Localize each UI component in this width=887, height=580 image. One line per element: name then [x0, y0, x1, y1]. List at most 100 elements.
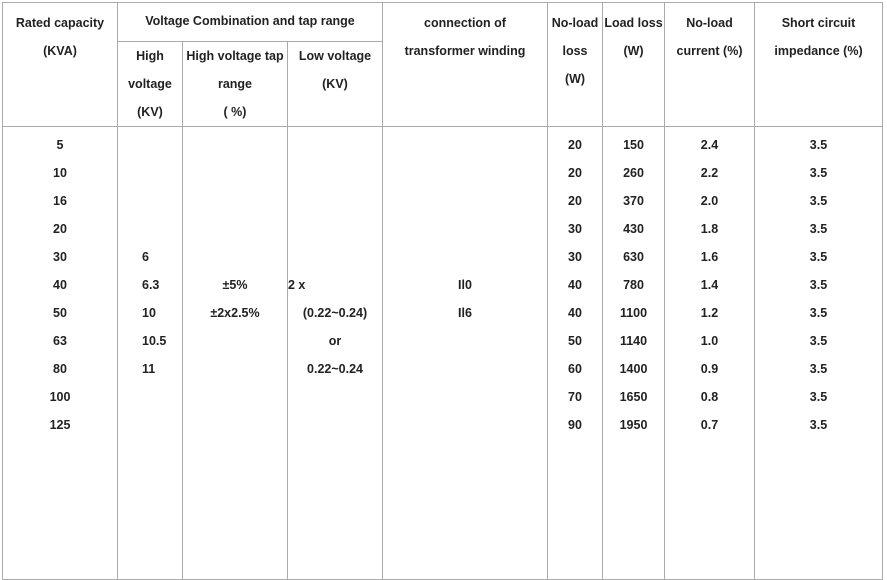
- cell-line: 2.2: [700, 166, 719, 180]
- cell-line: 3.5: [809, 278, 828, 292]
- cell-line: Low voltage: [298, 49, 372, 63]
- cell-line: 1.6: [700, 250, 719, 264]
- cell-line: 3.5: [809, 362, 828, 376]
- cell-line: 10: [142, 306, 156, 320]
- cell-line: 60: [568, 362, 582, 376]
- cell-line: 430: [623, 222, 644, 236]
- cell-line: Il6: [458, 306, 472, 320]
- cell-line: 6.3: [142, 278, 160, 292]
- cell-line: 100: [49, 390, 71, 404]
- cell-line: 3.5: [809, 222, 828, 236]
- cell-line: High voltage tap: [186, 49, 284, 63]
- cell-line: 5: [56, 138, 64, 152]
- cell-line: 1.0: [700, 334, 719, 348]
- cell-line: 1140: [619, 334, 648, 348]
- cell-line: 1400: [619, 362, 648, 376]
- cell-line: 50: [53, 306, 67, 320]
- cell-line: 10: [53, 166, 67, 180]
- cell-line: 16: [53, 194, 67, 208]
- cell-line: 630: [623, 250, 644, 264]
- cell-line: 3.5: [809, 306, 828, 320]
- body-cell: ±5% ±2x2.5%: [182, 126, 288, 580]
- cell-line: 20: [568, 194, 582, 208]
- cell-line: ±5%: [222, 278, 248, 292]
- header-cell: High voltage (KV): [117, 41, 183, 127]
- cell-line: (W): [564, 72, 586, 86]
- cell-line: 20: [568, 138, 582, 152]
- body-cell: 20 20 20 30 30 40 40 50 60 70 90: [547, 126, 603, 580]
- cell-line: 10.5: [142, 334, 167, 348]
- cell-line: 0.8: [700, 390, 719, 404]
- cell-line: ±2x2.5%: [210, 306, 260, 320]
- cell-line: 1100: [619, 306, 648, 320]
- cell-line: 1.4: [700, 278, 719, 292]
- cell-line: 20: [53, 222, 67, 236]
- cell-line: 40: [53, 278, 67, 292]
- cell-line: 2.0: [700, 194, 719, 208]
- cell-line: 11: [142, 362, 156, 376]
- cell-line: 1650: [619, 390, 648, 404]
- cell-line: Il0: [458, 278, 472, 292]
- cell-line: (0.22~0.24): [302, 306, 368, 320]
- body-cell: 150 260 370 430 630 780 1100 1140 1400 1650 1950: [602, 126, 665, 580]
- cell-line: 2 x: [288, 278, 306, 292]
- header-cell: High voltage tap range ( %): [182, 41, 288, 127]
- cell-line: 80: [53, 362, 67, 376]
- cell-line: 1.8: [700, 222, 719, 236]
- body-cell: 2.4 2.2 2.0 1.8 1.6 1.4 1.2 1.0 0.9 0.8 0.7: [664, 126, 755, 580]
- cell-line: 1950: [619, 418, 648, 432]
- cell-line: 70: [568, 390, 582, 404]
- cell-line: (KVA): [43, 44, 77, 58]
- cell-line: 0.9: [700, 362, 719, 376]
- cell-line: 260: [623, 166, 644, 180]
- cell-line: 0.7: [700, 418, 719, 432]
- cell-line: 3.5: [809, 250, 828, 264]
- cell-line: 150: [623, 138, 644, 152]
- header-cell: Voltage Combination and tap range: [117, 2, 383, 42]
- cell-line: current (%): [676, 44, 743, 58]
- cell-line: range: [217, 77, 253, 91]
- cell-line: 125: [49, 418, 71, 432]
- cell-line: loss: [562, 44, 588, 58]
- cell-line: 3.5: [809, 334, 828, 348]
- cell-line: 20: [568, 166, 582, 180]
- cell-line: transformer winding: [404, 44, 526, 58]
- header-cell: Rated capacity (KVA): [2, 2, 118, 127]
- cell-line: Short circuit: [781, 16, 856, 30]
- cell-line: voltage: [128, 77, 172, 91]
- cell-line: 40: [568, 278, 582, 292]
- cell-line: 3.5: [809, 166, 828, 180]
- cell-line: 2.4: [700, 138, 719, 152]
- header-cell: Low voltage (KV): [287, 41, 383, 127]
- cell-line: Load loss: [604, 16, 663, 30]
- cell-line: 3.5: [809, 418, 828, 432]
- cell-line: 1.2: [700, 306, 719, 320]
- header-cell: No-load current (%): [664, 2, 755, 127]
- cell-line: 370: [623, 194, 644, 208]
- cell-line: 780: [623, 278, 644, 292]
- cell-line: (W): [623, 44, 644, 58]
- header-cell: No-load loss (W): [547, 2, 603, 127]
- cell-line: 40: [568, 306, 582, 320]
- cell-line: 30: [53, 250, 67, 264]
- cell-line: ( %): [223, 105, 247, 119]
- cell-line: 3.5: [809, 138, 828, 152]
- cell-line: No-load: [686, 16, 733, 30]
- cell-line: 0.22~0.24: [307, 362, 363, 376]
- cell-line: connection of: [424, 16, 506, 30]
- body-cell: 6 6.3 10 10.5 11: [117, 126, 183, 580]
- cell-line: or: [328, 334, 342, 348]
- cell-line: 50: [568, 334, 582, 348]
- body-cell: 3.5 3.5 3.5 3.5 3.5 3.5 3.5 3.5 3.5 3.5 3.5: [754, 126, 883, 580]
- cell-line: 3.5: [809, 390, 828, 404]
- cell-line: No-load: [551, 16, 599, 30]
- cell-line: High: [136, 49, 164, 63]
- cell-line: impedance (%): [774, 44, 863, 58]
- body-cell: 5 10 16 20 30 40 50 63 80 100 125: [2, 126, 118, 580]
- cell-line: 90: [568, 418, 582, 432]
- body-cell: Il0 Il6: [382, 126, 548, 580]
- cell-line: Rated capacity: [15, 16, 105, 30]
- cell-line: (KV): [137, 105, 163, 119]
